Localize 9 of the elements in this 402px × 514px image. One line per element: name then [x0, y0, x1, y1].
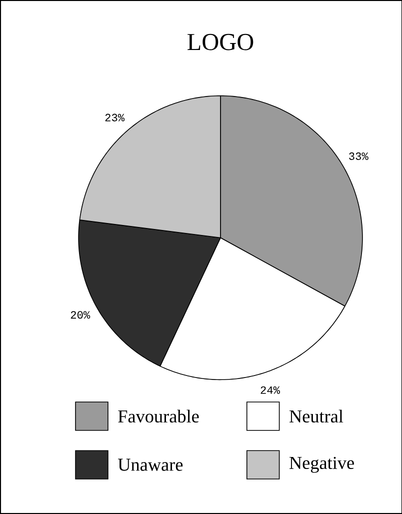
legend-label: Neutral: [289, 410, 343, 423]
legend-label: Unaware: [118, 458, 182, 471]
legend-label: Negative: [289, 456, 354, 473]
data-label: 33%: [348, 152, 368, 160]
chart-title: LOGO: [187, 34, 253, 50]
legend-label: Favourable: [118, 410, 199, 423]
data-label: 24%: [260, 386, 280, 394]
data-label: 20%: [70, 311, 90, 319]
data-label: 23%: [105, 114, 124, 122]
